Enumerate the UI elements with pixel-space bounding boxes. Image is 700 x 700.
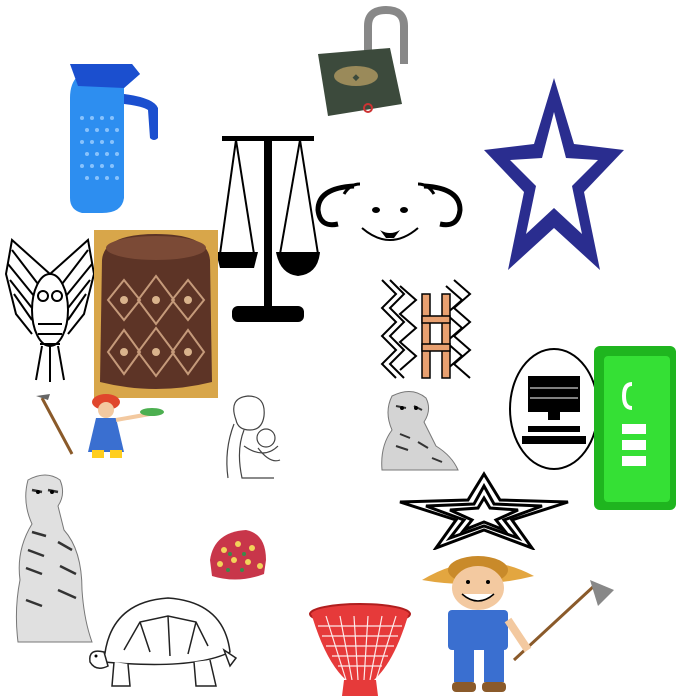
- gardener-girl: [32, 392, 168, 460]
- tortoise: [84, 592, 238, 692]
- patterned-stool: [94, 230, 218, 398]
- farmer-boy: [418, 550, 618, 694]
- mother-child-sketch: [214, 390, 290, 482]
- green-phone: [592, 344, 678, 512]
- svg-text:◆: ◆: [353, 73, 360, 83]
- dog-face: [314, 180, 464, 250]
- balance-scale: [214, 134, 322, 326]
- standing-tiger: [2, 470, 100, 646]
- ladder-pattern: [376, 276, 476, 382]
- water-jug: [62, 58, 162, 216]
- open-padlock: ◆: [310, 4, 420, 120]
- outline-star: [396, 470, 572, 550]
- red-basket: [306, 602, 414, 698]
- computer-icon: [506, 346, 602, 472]
- sitting-tiger-small: [362, 386, 470, 474]
- owl: [2, 234, 98, 384]
- blue-star: [482, 74, 627, 274]
- patterned-cap: [206, 526, 270, 586]
